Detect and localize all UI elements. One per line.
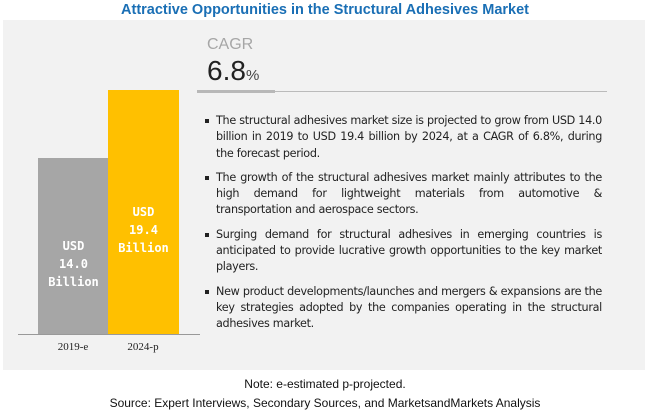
cagr-value: 6.8% (207, 55, 259, 87)
bar-label-line: USD (132, 205, 155, 219)
cagr-number: 6.8 (207, 55, 246, 86)
x-tick-label: 2019-e (57, 341, 89, 353)
x-axis-line (18, 334, 200, 335)
bar-label-line: 14.0 (59, 256, 88, 271)
footer-note: Note: e-estimated p-projected. (244, 377, 406, 391)
divider (197, 91, 607, 92)
divider-accent (197, 90, 275, 93)
bar-label-line: Billion (118, 241, 169, 255)
cagr-unit: % (245, 67, 260, 84)
x-tick-label: 2024-p (127, 341, 159, 353)
bullet-item: The structural adhesives market size is … (204, 113, 602, 162)
cagr-label: CAGR (207, 36, 254, 53)
bar-label-line: USD (62, 238, 85, 253)
bullet-list: The structural adhesives market size is … (204, 113, 602, 341)
bar-label-line: 19.4 (129, 223, 158, 237)
bullet-item: Surging demand for structural adhesives … (204, 227, 602, 276)
bar-label-line: Billion (48, 274, 99, 289)
bar-value-label: USD 19.4 Billion (118, 203, 169, 257)
bar-value-label: USD 14.0 Billion (48, 237, 99, 291)
footer-source: Source: Expert Interviews, Secondary Sou… (109, 396, 541, 410)
bar-2024-p: USD 19.4 Billion (108, 90, 179, 334)
bullet-item: New product developments/launches and me… (204, 284, 602, 333)
bullet-item: The growth of the structural adhesives m… (204, 170, 602, 219)
page-title: Attractive Opportunities in the Structur… (121, 2, 529, 18)
bar-2019-e: USD 14.0 Billion (38, 157, 109, 334)
